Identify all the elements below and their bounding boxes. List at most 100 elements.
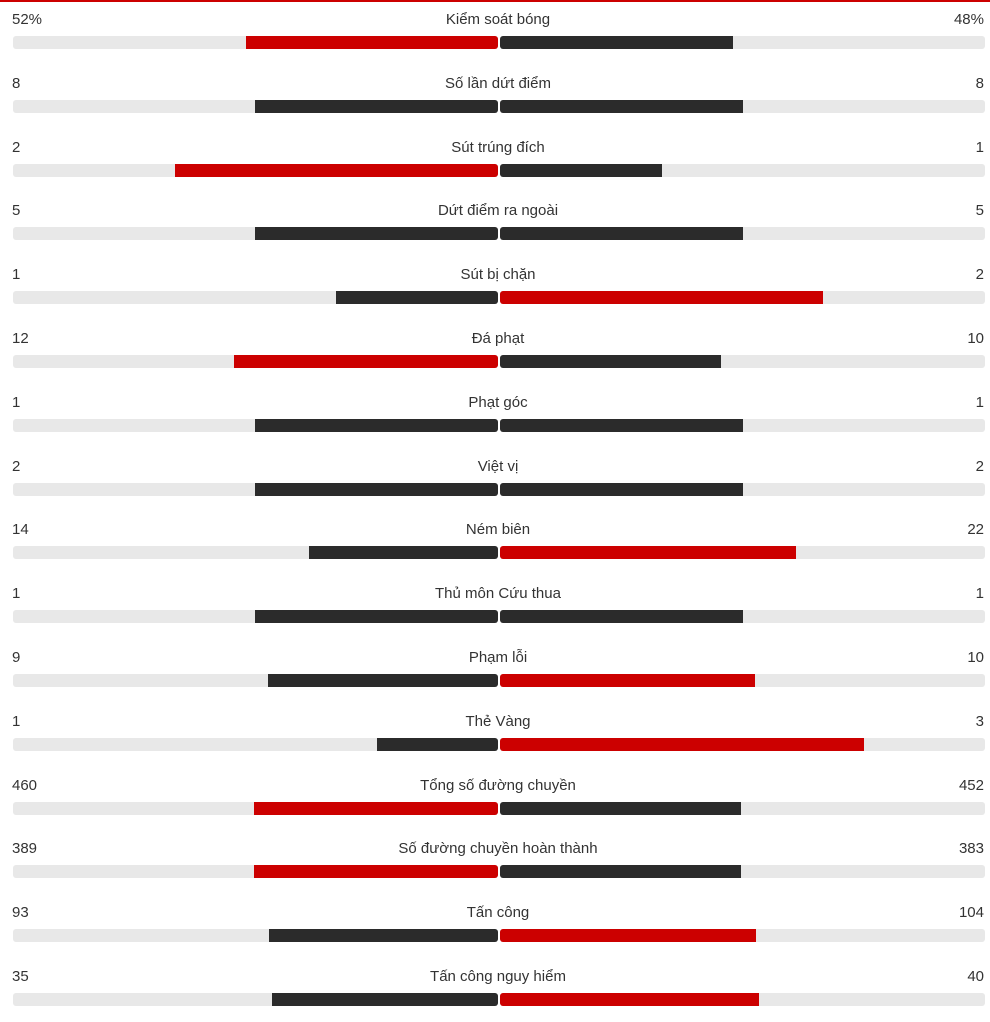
- home-bar-fill: [254, 801, 498, 815]
- away-bar-track: [500, 36, 985, 49]
- away-value: 383: [958, 840, 984, 858]
- home-bar-track: [13, 865, 498, 879]
- away-bar-track: [500, 610, 985, 624]
- stat-label: Dứt điểm ra ngoài: [437, 202, 559, 220]
- home-bar-track: [13, 737, 498, 751]
- home-bar-fill: [246, 36, 498, 49]
- away-bar-fill: [500, 227, 743, 241]
- home-bar-track: [13, 163, 498, 177]
- stat-row: 52% Kiểm soát bóng 48%: [0, 1, 990, 65]
- away-bar-track: [500, 227, 985, 241]
- stat-label: Tổng số đường chuyền: [420, 776, 576, 794]
- away-bar-fill: [500, 291, 823, 305]
- stat-row: 9 Phạm lỗi 10: [0, 639, 990, 703]
- away-bar-track: [500, 482, 985, 496]
- away-value: 40: [967, 968, 984, 985]
- home-bar-fill: [255, 418, 498, 432]
- away-bar-fill: [500, 801, 741, 815]
- home-bar-fill: [255, 482, 498, 496]
- away-value: 2: [975, 266, 984, 284]
- away-bar-fill: [500, 355, 721, 368]
- home-bar-fill: [255, 610, 498, 624]
- stat-row: 1 Thẻ Vàng 3: [0, 703, 990, 767]
- home-value: 460: [12, 776, 38, 794]
- stat-label: Số đường chuyền hoàn thành: [398, 840, 598, 858]
- stat-row: 14 Ném biên 22: [0, 511, 990, 575]
- away-bar-track: [500, 993, 985, 1006]
- home-value: 389: [12, 840, 38, 858]
- home-value: 8: [12, 74, 21, 92]
- home-bar-track: [13, 929, 498, 943]
- stat-label: Thẻ Vàng: [465, 712, 531, 730]
- home-bar-track: [13, 418, 498, 432]
- home-bar-fill: [175, 163, 498, 177]
- away-bar-fill: [500, 36, 733, 49]
- stat-label: Kiểm soát bóng: [445, 11, 551, 28]
- stat-row: 1 Phạt góc 1: [0, 384, 990, 448]
- away-bar-fill: [500, 737, 864, 751]
- away-bar-fill: [500, 482, 743, 496]
- home-value: 1: [12, 712, 21, 730]
- home-bar-track: [13, 546, 498, 560]
- home-value: 1: [12, 393, 21, 411]
- away-value: 8: [975, 74, 984, 92]
- away-value: 2: [975, 457, 984, 475]
- home-value: 1: [12, 585, 21, 603]
- away-bar-track: [500, 546, 985, 560]
- away-bar-fill: [500, 163, 662, 177]
- away-bar-track: [500, 291, 985, 305]
- away-bar-fill: [500, 865, 741, 879]
- home-value: 14: [12, 521, 29, 539]
- stat-label: Sút trúng đích: [451, 138, 545, 156]
- home-bar-fill: [377, 737, 498, 751]
- away-value: 5: [975, 202, 984, 220]
- header-accent-line: [0, 0, 990, 2]
- home-bar-fill: [255, 227, 498, 241]
- away-value: 22: [967, 521, 984, 539]
- away-bar-track: [500, 801, 985, 815]
- away-value: 3: [975, 712, 984, 730]
- home-bar-track: [13, 993, 498, 1006]
- stat-label: Tấn công nguy hiểm: [430, 968, 566, 985]
- away-bar-track: [500, 355, 985, 368]
- home-bar-track: [13, 610, 498, 624]
- away-bar-fill: [500, 993, 759, 1006]
- home-bar-track: [13, 227, 498, 241]
- away-bar-fill: [500, 610, 743, 624]
- stat-row: 8 Số lần dứt điểm 8: [0, 65, 990, 129]
- away-bar-fill: [500, 674, 755, 687]
- stat-label: Ném biên: [465, 521, 531, 539]
- home-bar-fill: [255, 99, 498, 113]
- home-value: 12: [12, 330, 29, 347]
- away-bar-track: [500, 418, 985, 432]
- home-bar-fill: [309, 546, 498, 560]
- stat-row: 2 Sút trúng đích 1: [0, 129, 990, 193]
- home-bar-fill: [268, 674, 498, 687]
- away-bar-track: [500, 99, 985, 113]
- away-value: 10: [967, 330, 984, 347]
- home-bar-fill: [234, 355, 498, 368]
- home-bar-fill: [272, 993, 498, 1006]
- stat-row: 12 Đá phạt 10: [0, 320, 990, 384]
- home-value: 93: [12, 904, 29, 922]
- stat-label: Số lần dứt điểm: [445, 74, 551, 92]
- home-value: 1: [12, 266, 21, 284]
- stat-row: 1 Sút bị chặn 2: [0, 256, 990, 320]
- stat-label: Phạt góc: [468, 393, 528, 411]
- home-value: 35: [12, 968, 29, 985]
- stat-row: 93 Tấn công 104: [0, 894, 990, 958]
- away-value: 10: [967, 649, 984, 666]
- stat-row: 1 Thủ môn Cứu thua 1: [0, 575, 990, 639]
- stat-row: 2 Việt vị 2: [0, 448, 990, 512]
- away-value: 104: [958, 904, 984, 922]
- home-value: 2: [12, 138, 21, 156]
- away-bar-fill: [500, 929, 756, 943]
- away-value: 1: [975, 585, 984, 603]
- stat-label: Phạm lỗi: [468, 649, 528, 666]
- home-bar-track: [13, 801, 498, 815]
- home-bar-track: [13, 355, 498, 368]
- away-value: 48%: [953, 11, 984, 28]
- stat-row: 35 Tấn công nguy hiểm 40: [0, 958, 990, 1022]
- stat-label: Việt vị: [477, 457, 519, 475]
- stat-row: 5 Dứt điểm ra ngoài 5: [0, 192, 990, 256]
